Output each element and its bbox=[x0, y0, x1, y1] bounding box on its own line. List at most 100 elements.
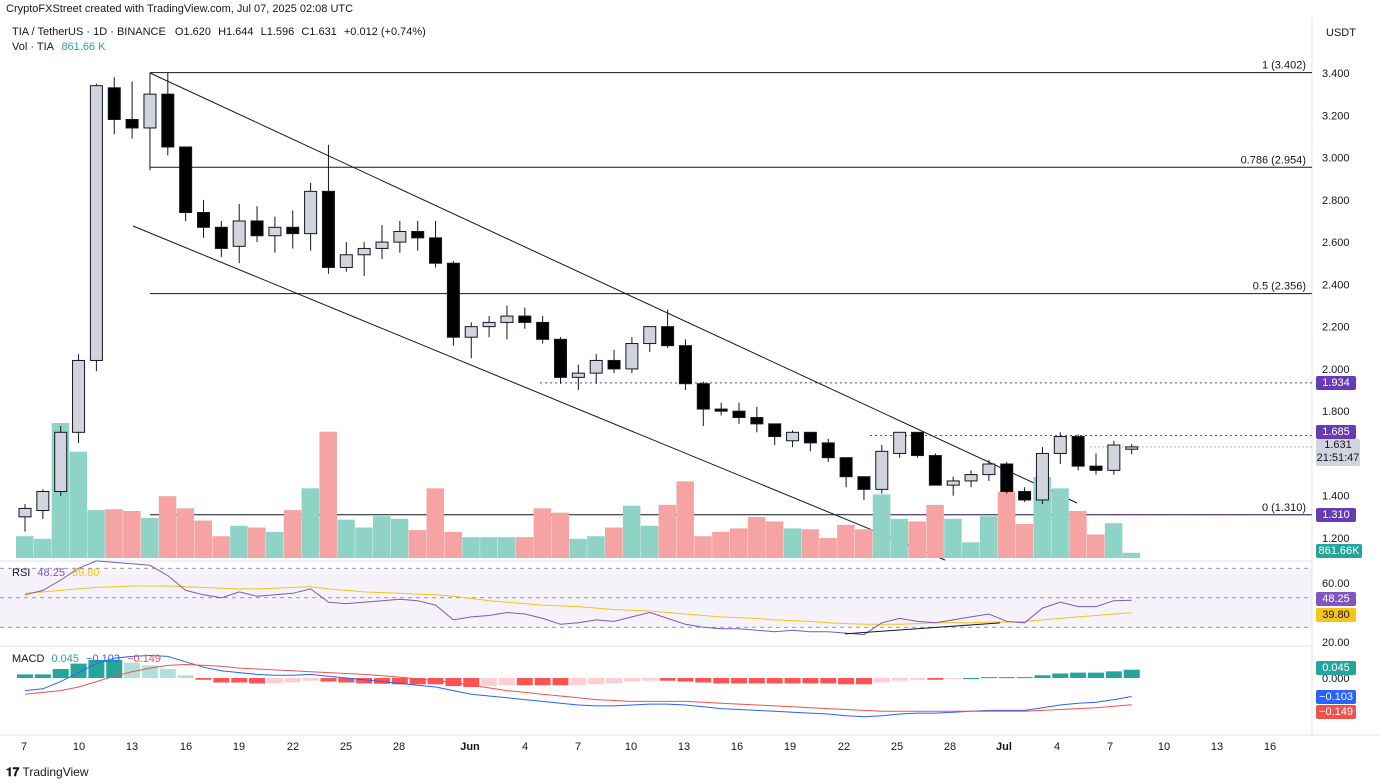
volume-bar bbox=[319, 431, 337, 558]
candle-body bbox=[661, 326, 675, 347]
volume-bar bbox=[462, 537, 480, 558]
fib-level-label: 0.5 (2.356) bbox=[1253, 281, 1306, 293]
macd-histogram-bar bbox=[641, 678, 658, 681]
macd-histogram-bar bbox=[159, 669, 176, 678]
rsi-legend-value: 48.25 bbox=[37, 567, 65, 579]
price-tick-label: 1.400 bbox=[1322, 491, 1350, 503]
macd-histogram-bar bbox=[302, 678, 319, 681]
volume-bar bbox=[1051, 488, 1069, 558]
x-tick-label: 10 bbox=[73, 741, 85, 753]
macd-histogram-bar bbox=[766, 678, 783, 684]
macd-histogram-bar bbox=[356, 678, 373, 684]
volume-bar bbox=[854, 529, 873, 558]
currency-label[interactable]: USDT bbox=[1326, 27, 1356, 39]
volume-bar bbox=[105, 509, 123, 558]
candle-body bbox=[18, 507, 32, 518]
macd-legend: MACD 0.045 −0.103 −0.149 bbox=[12, 653, 161, 665]
candle-body bbox=[696, 383, 710, 410]
macd-histogram-bar bbox=[516, 678, 533, 686]
candle-body bbox=[179, 146, 193, 214]
macd-line bbox=[24, 654, 1132, 718]
volume-bar bbox=[962, 542, 980, 558]
rsi-tag: 48.25 bbox=[1316, 592, 1356, 606]
x-tick-label: 4 bbox=[1054, 741, 1060, 753]
rsi-tick-label: 60.00 bbox=[1322, 578, 1350, 590]
volume-bar bbox=[283, 510, 302, 558]
macd-histogram-bar bbox=[570, 678, 587, 686]
rsi-divergence-line bbox=[844, 622, 1001, 635]
macd-histogram-bar bbox=[1105, 671, 1122, 678]
candle-body bbox=[875, 450, 889, 490]
volume-bar bbox=[123, 510, 141, 558]
volume-bar bbox=[301, 488, 320, 558]
x-tick-label: 22 bbox=[838, 741, 850, 753]
macd-signal-tag: −0.149 bbox=[1316, 705, 1356, 719]
macd-histogram-bar bbox=[1070, 672, 1087, 678]
volume-bar bbox=[551, 512, 569, 558]
macd-histogram-bar bbox=[249, 678, 266, 684]
candle-body bbox=[304, 190, 318, 235]
volume-bar bbox=[426, 488, 445, 558]
candle-body bbox=[786, 431, 800, 442]
volume-bar bbox=[926, 504, 944, 558]
change-value: +0.012 (+0.74%) bbox=[343, 26, 426, 38]
volume-bar bbox=[694, 536, 712, 558]
macd-histogram-bar bbox=[588, 678, 605, 685]
macd-histogram-bar bbox=[963, 678, 980, 679]
volume-bar bbox=[480, 537, 498, 558]
tradingview-logo-icon: 𝟏𝟕 bbox=[6, 765, 20, 779]
volume-bar bbox=[140, 517, 159, 558]
countdown-value: 21:51:47 bbox=[1316, 452, 1360, 464]
volume-bar bbox=[1087, 534, 1105, 558]
volume-bar bbox=[837, 524, 855, 558]
volume-bar bbox=[408, 530, 427, 558]
macd-histogram-bar bbox=[106, 660, 123, 678]
macd-histogram-bar bbox=[784, 678, 801, 684]
x-tick-label: 4 bbox=[522, 741, 528, 753]
volume-bar bbox=[747, 517, 766, 558]
x-tick-label: 7 bbox=[21, 741, 27, 753]
candle-body bbox=[589, 359, 603, 374]
rsi-legend: RSI 48.25 39.80 bbox=[12, 567, 100, 579]
volume-bar bbox=[212, 536, 230, 558]
high-value: H1.644 bbox=[218, 26, 254, 38]
volume-bar bbox=[997, 491, 1016, 558]
candle-body bbox=[518, 315, 532, 323]
macd-histogram-bar bbox=[695, 678, 712, 683]
candle-body bbox=[554, 338, 567, 378]
candle-body bbox=[161, 93, 175, 148]
channel-lower-line bbox=[132, 225, 946, 561]
macd-histogram-bar bbox=[659, 678, 676, 681]
x-tick-label: 16 bbox=[180, 741, 192, 753]
price-tick-label: 2.600 bbox=[1322, 237, 1350, 249]
macd-signal-line bbox=[24, 663, 1132, 712]
x-tick-label: Jul bbox=[996, 741, 1012, 753]
volume-bar bbox=[908, 521, 926, 558]
macd-histogram-bar bbox=[802, 678, 819, 684]
macd-histogram-bar bbox=[498, 678, 515, 686]
candle-body bbox=[393, 231, 407, 243]
macd-histogram-bar bbox=[891, 678, 908, 681]
macd-histogram-bar bbox=[1016, 677, 1033, 679]
candle-body bbox=[625, 343, 639, 370]
macd-histogram-bar bbox=[284, 678, 301, 683]
macd-histogram-bar bbox=[481, 678, 498, 687]
candle-body bbox=[1018, 491, 1032, 501]
macd-line-legend-value: −0.103 bbox=[86, 653, 120, 665]
volume-bar bbox=[230, 525, 248, 558]
candle-body bbox=[446, 262, 460, 338]
x-tick-label: 7 bbox=[575, 741, 581, 753]
price-tick-label: 2.000 bbox=[1322, 364, 1350, 376]
volume-bar bbox=[658, 504, 677, 558]
rsi-line bbox=[24, 560, 1132, 636]
volume-bar bbox=[533, 508, 552, 558]
volume-bar bbox=[87, 510, 105, 558]
macd-histogram-bar bbox=[909, 678, 926, 680]
candle-body bbox=[678, 345, 692, 385]
candle-body bbox=[839, 457, 853, 478]
x-tick-label: 25 bbox=[340, 741, 352, 753]
volume-bar bbox=[373, 516, 391, 558]
volume-bar bbox=[944, 518, 962, 558]
macd-histogram-bar bbox=[623, 678, 640, 682]
